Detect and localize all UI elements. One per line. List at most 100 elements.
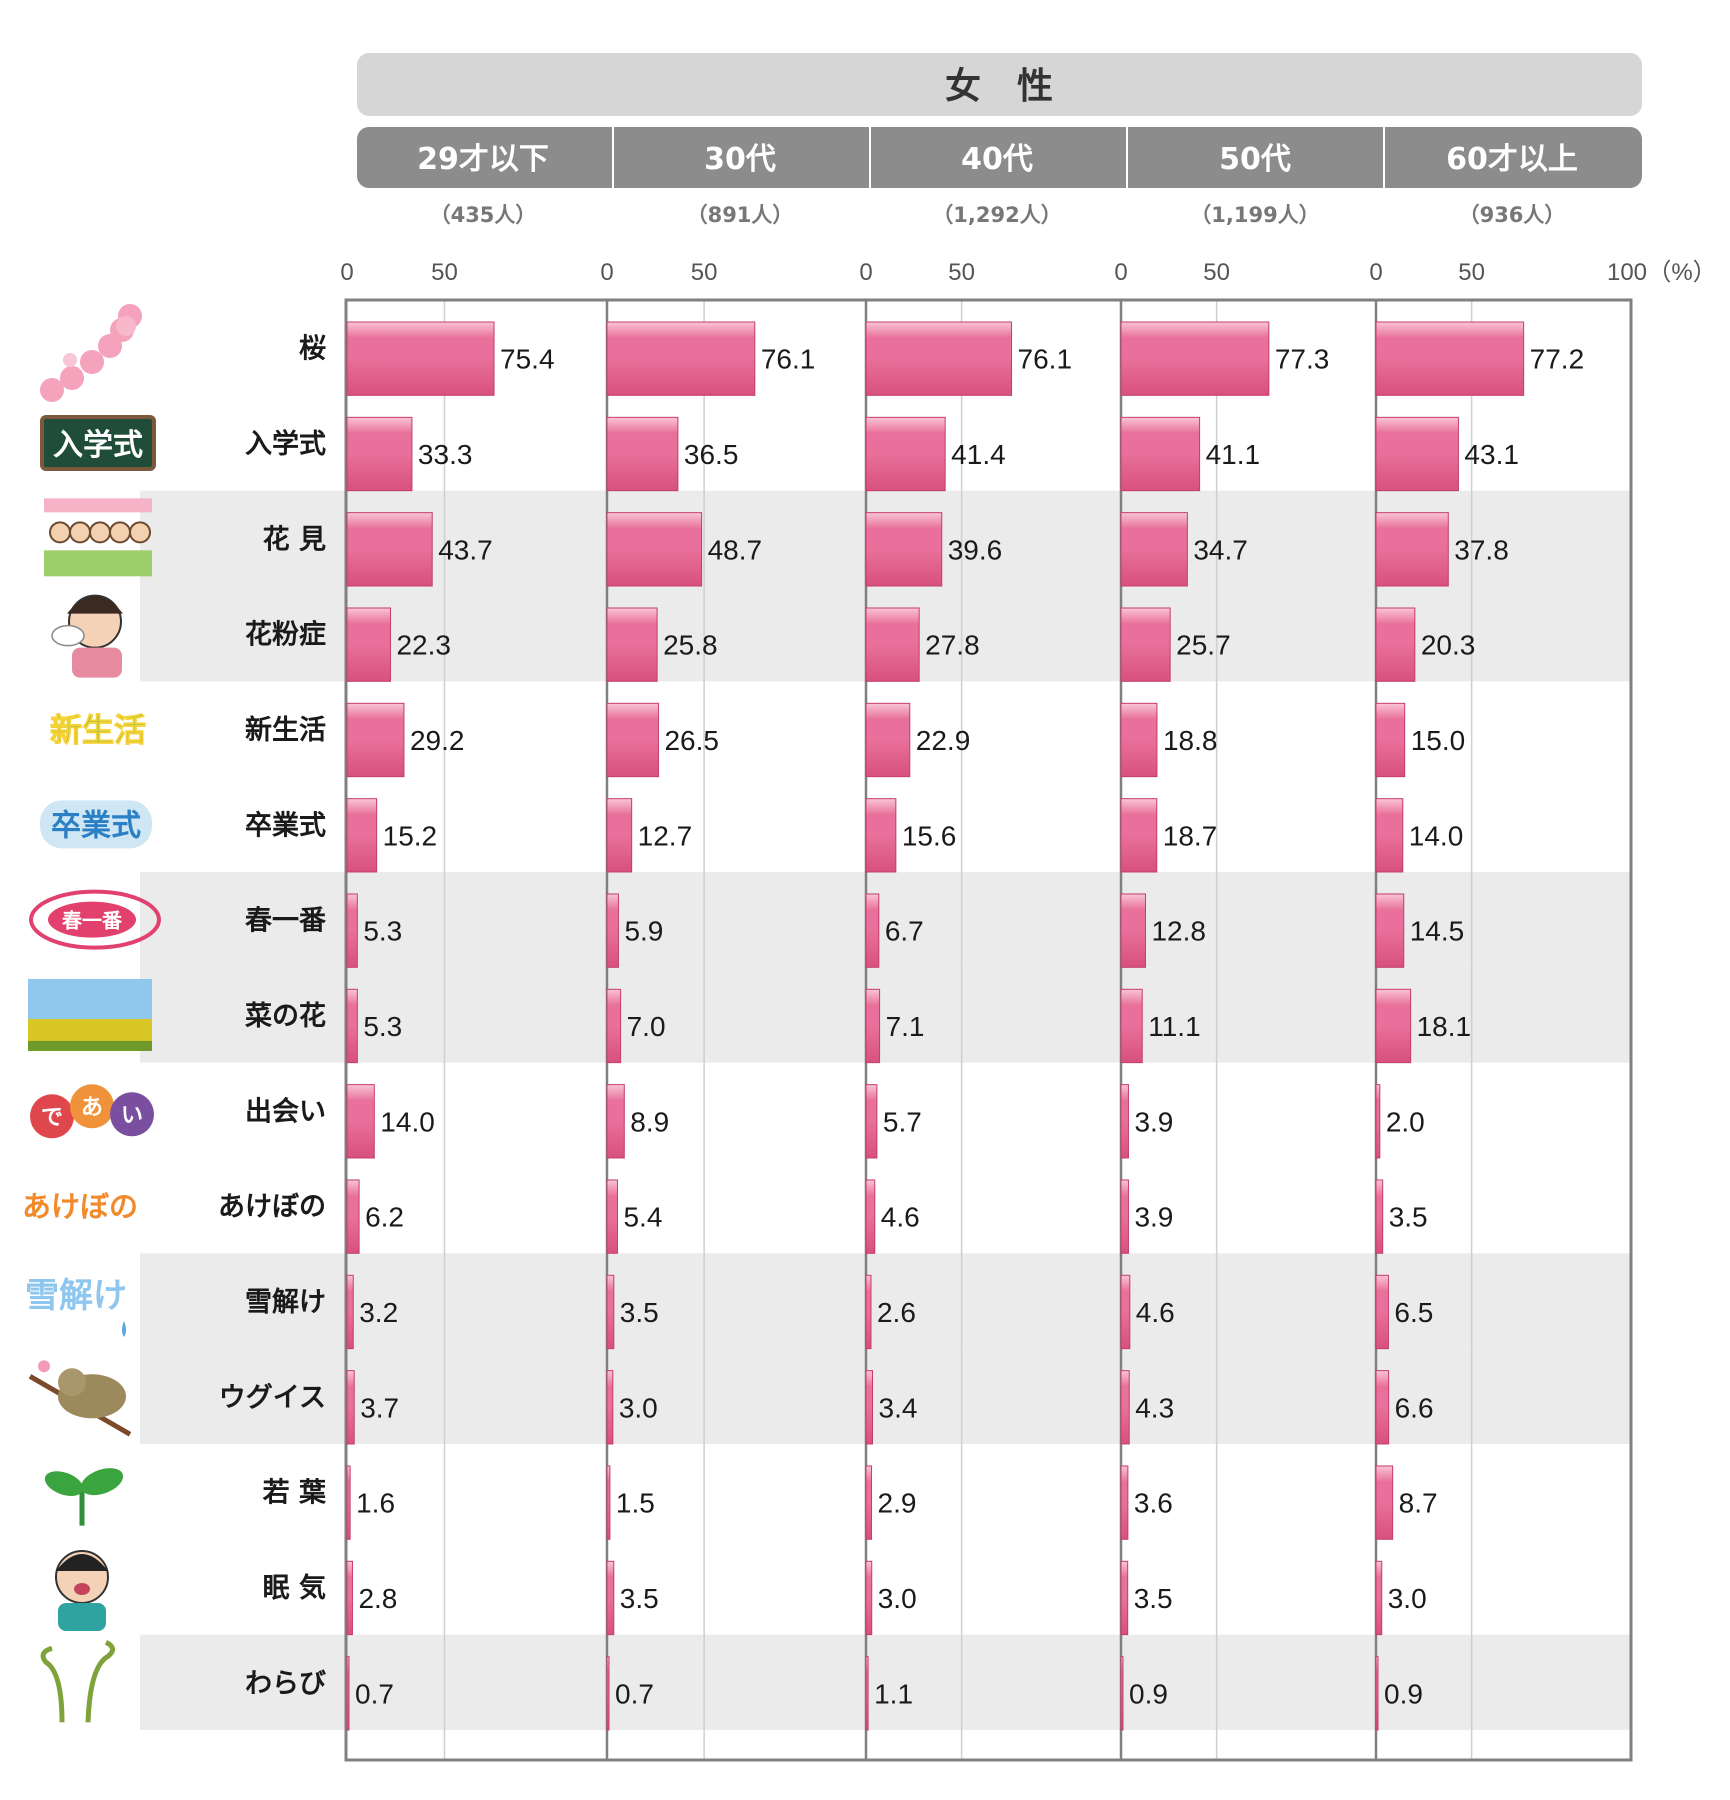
tick-label: 0 (859, 259, 872, 286)
value-label: 3.0 (1388, 1583, 1427, 1614)
svg-text:入学式: 入学式 (53, 428, 143, 463)
bar (865, 607, 920, 682)
svg-text:あ: あ (81, 1095, 103, 1120)
bar (1375, 988, 1412, 1064)
svg-text:あけぼの: あけぼの (22, 1190, 138, 1224)
bar (606, 321, 756, 396)
value-label: 0.7 (615, 1678, 654, 1709)
bar (1375, 702, 1406, 778)
bar (1120, 607, 1171, 682)
bar (1120, 1179, 1129, 1254)
respondent-count: （435人） (430, 203, 537, 227)
value-label: 76.1 (1018, 344, 1073, 375)
bar (606, 607, 658, 682)
value-label: 2.8 (358, 1583, 397, 1614)
bar (865, 1465, 873, 1540)
age-group-label: 29才以下 (417, 142, 549, 177)
value-label: 14.5 (1410, 916, 1465, 947)
tick-label: 0 (340, 259, 353, 286)
value-label: 15.2 (383, 820, 438, 851)
value-label: 77.3 (1275, 344, 1330, 375)
bar (606, 1179, 618, 1254)
respondent-count: （891人） (687, 203, 794, 227)
value-label: 4.6 (1136, 1297, 1175, 1328)
category-label: 若 葉 (263, 1478, 327, 1509)
bar (1120, 321, 1270, 396)
bar (865, 416, 946, 492)
value-label: 48.7 (708, 534, 763, 565)
value-label: 27.8 (925, 630, 980, 661)
bar (1120, 702, 1158, 778)
bar (865, 321, 1013, 396)
category-label: 新生活 (245, 714, 326, 746)
value-label: 37.8 (1454, 534, 1509, 565)
bar (865, 988, 881, 1064)
category-label: 眠 気 (263, 1572, 326, 1604)
bar (1120, 893, 1146, 968)
bar (865, 893, 880, 968)
yukidoke-text-icon: 雪解け (25, 1276, 127, 1337)
svg-text:卒業式: 卒業式 (51, 808, 141, 843)
bar (1375, 607, 1416, 682)
bar (1375, 1274, 1389, 1350)
value-label: 5.9 (624, 916, 663, 947)
bar (865, 702, 911, 778)
bar (606, 1656, 610, 1731)
category-label: 菜の花 (244, 1001, 326, 1032)
value-label: 41.4 (951, 439, 1006, 470)
value-label: 3.5 (1389, 1202, 1428, 1233)
category-icons: 入学式新生活卒業式春一番であいあけぼの雪解け (22, 304, 161, 1723)
bar (1375, 1656, 1379, 1731)
bar (1375, 1560, 1383, 1636)
tick-label: 50 (1203, 259, 1230, 286)
bar (865, 512, 943, 587)
bars (346, 321, 1525, 1731)
bar (1120, 1465, 1129, 1540)
bar (865, 1560, 873, 1636)
value-label: 22.9 (916, 725, 971, 756)
bar (865, 798, 897, 873)
sprout-icon (44, 1468, 124, 1526)
category-label: ウグイス (219, 1381, 326, 1413)
value-label: 1.1 (874, 1678, 913, 1709)
value-label: 26.5 (664, 725, 719, 756)
bar (346, 702, 405, 778)
category-label: 桜 (299, 334, 326, 365)
value-label: 6.6 (1395, 1392, 1434, 1423)
value-label: 14.0 (380, 1106, 435, 1137)
respondent-count: （936人） (1459, 203, 1566, 227)
bar (346, 988, 358, 1064)
category-label: わらび (245, 1668, 326, 1699)
value-label: 0.9 (1384, 1678, 1423, 1709)
bar (865, 1179, 876, 1254)
age-group-label: 30代 (704, 142, 776, 177)
tick-label: 50 (948, 259, 975, 286)
value-label: 3.0 (619, 1392, 658, 1423)
category-label: 春一番 (245, 906, 327, 937)
bar (865, 1274, 872, 1350)
value-label: 11.1 (1148, 1011, 1200, 1042)
category-label: 雪解け (245, 1287, 326, 1318)
value-label: 3.6 (1134, 1488, 1173, 1519)
bar (606, 1560, 615, 1636)
rapeseed-field-icon (28, 978, 152, 1051)
value-label: 3.9 (1134, 1106, 1173, 1137)
category-label: あけぼの (218, 1192, 326, 1223)
age-group-label: 50代 (1219, 142, 1291, 177)
bush-warbler-icon (28, 1360, 132, 1437)
value-label: 36.5 (684, 439, 739, 470)
svg-text:新生活: 新生活 (50, 711, 146, 749)
value-label: 3.5 (620, 1297, 659, 1328)
bar (1120, 1274, 1131, 1350)
value-label: 18.7 (1163, 820, 1218, 851)
nyugakushiki-sign-icon: 入学式 (40, 414, 156, 471)
tick-label: 50 (1458, 259, 1485, 286)
value-label: 6.7 (885, 916, 924, 947)
value-label: 2.0 (1386, 1106, 1425, 1137)
value-label: 3.4 (879, 1392, 918, 1423)
value-label: 5.7 (883, 1106, 922, 1137)
value-label: 18.1 (1417, 1011, 1472, 1042)
tick-label: 0 (1369, 259, 1382, 286)
